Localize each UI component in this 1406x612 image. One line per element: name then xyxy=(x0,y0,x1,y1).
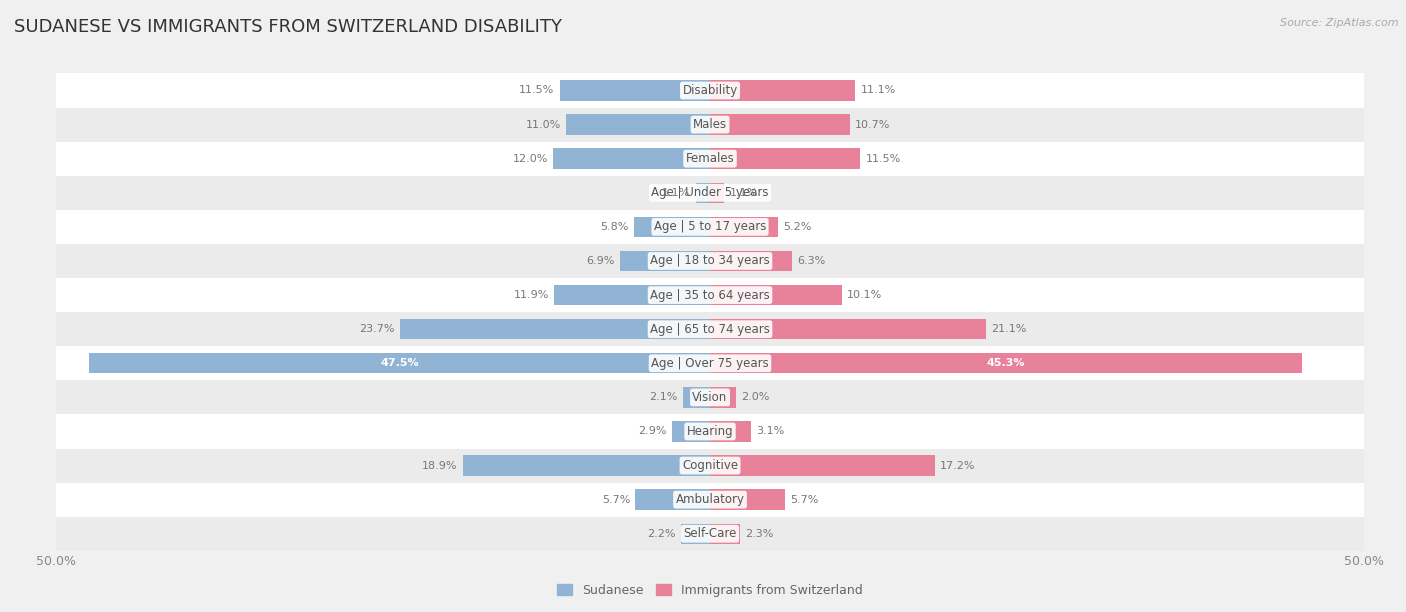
Text: Age | 18 to 34 years: Age | 18 to 34 years xyxy=(650,255,770,267)
Bar xyxy=(710,319,986,340)
Text: 17.2%: 17.2% xyxy=(941,461,976,471)
Text: 6.9%: 6.9% xyxy=(586,256,614,266)
Bar xyxy=(710,114,851,135)
Bar xyxy=(710,387,737,408)
Text: Age | Over 75 years: Age | Over 75 years xyxy=(651,357,769,370)
Text: 2.1%: 2.1% xyxy=(650,392,678,402)
Bar xyxy=(634,217,710,237)
Bar xyxy=(463,455,710,476)
Text: Age | 5 to 17 years: Age | 5 to 17 years xyxy=(654,220,766,233)
Text: Source: ZipAtlas.com: Source: ZipAtlas.com xyxy=(1281,18,1399,28)
Text: Age | 35 to 64 years: Age | 35 to 64 years xyxy=(650,289,770,302)
Bar xyxy=(56,244,1364,278)
Text: 45.3%: 45.3% xyxy=(987,358,1025,368)
Bar xyxy=(682,523,710,544)
Bar xyxy=(620,251,710,271)
Bar xyxy=(710,490,785,510)
Text: 12.0%: 12.0% xyxy=(513,154,548,163)
Bar xyxy=(710,217,778,237)
Bar xyxy=(56,278,1364,312)
Text: Disability: Disability xyxy=(682,84,738,97)
Text: 21.1%: 21.1% xyxy=(991,324,1026,334)
Text: 5.7%: 5.7% xyxy=(602,494,630,505)
Bar xyxy=(553,149,710,169)
Bar xyxy=(710,421,751,442)
Bar xyxy=(56,73,1364,108)
Text: Hearing: Hearing xyxy=(686,425,734,438)
Bar xyxy=(56,380,1364,414)
Bar xyxy=(672,421,710,442)
Bar xyxy=(56,141,1364,176)
Bar xyxy=(710,80,855,101)
Bar xyxy=(554,285,710,305)
Text: SUDANESE VS IMMIGRANTS FROM SWITZERLAND DISABILITY: SUDANESE VS IMMIGRANTS FROM SWITZERLAND … xyxy=(14,18,562,36)
Text: 1.1%: 1.1% xyxy=(662,188,690,198)
Bar xyxy=(567,114,710,135)
Bar xyxy=(710,182,724,203)
Bar xyxy=(560,80,710,101)
Text: 1.1%: 1.1% xyxy=(730,188,758,198)
Text: Age | Under 5 years: Age | Under 5 years xyxy=(651,186,769,200)
Text: 3.1%: 3.1% xyxy=(756,427,785,436)
Text: 10.1%: 10.1% xyxy=(848,290,883,300)
Text: 10.7%: 10.7% xyxy=(855,119,890,130)
Bar xyxy=(56,312,1364,346)
Bar xyxy=(56,449,1364,483)
Text: 18.9%: 18.9% xyxy=(422,461,458,471)
Text: Females: Females xyxy=(686,152,734,165)
Bar xyxy=(89,353,710,373)
Text: 47.5%: 47.5% xyxy=(380,358,419,368)
Bar xyxy=(710,149,860,169)
Bar xyxy=(56,108,1364,141)
Bar xyxy=(56,346,1364,380)
Text: 2.9%: 2.9% xyxy=(638,427,666,436)
Bar xyxy=(696,182,710,203)
Text: 11.1%: 11.1% xyxy=(860,86,896,95)
Text: Males: Males xyxy=(693,118,727,131)
Bar xyxy=(710,455,935,476)
Text: 5.8%: 5.8% xyxy=(600,222,628,232)
Text: 2.0%: 2.0% xyxy=(741,392,770,402)
Text: 2.2%: 2.2% xyxy=(648,529,676,539)
Bar xyxy=(710,251,793,271)
Text: 5.7%: 5.7% xyxy=(790,494,818,505)
Text: 5.2%: 5.2% xyxy=(783,222,811,232)
Text: Age | 65 to 74 years: Age | 65 to 74 years xyxy=(650,323,770,335)
Bar xyxy=(56,483,1364,517)
Text: 11.5%: 11.5% xyxy=(866,154,901,163)
Text: 11.5%: 11.5% xyxy=(519,86,554,95)
Legend: Sudanese, Immigrants from Switzerland: Sudanese, Immigrants from Switzerland xyxy=(553,579,868,602)
Text: Cognitive: Cognitive xyxy=(682,459,738,472)
Bar xyxy=(56,210,1364,244)
Text: 23.7%: 23.7% xyxy=(360,324,395,334)
Bar xyxy=(401,319,710,340)
Text: Vision: Vision xyxy=(692,391,728,404)
Bar xyxy=(710,523,740,544)
Bar xyxy=(710,285,842,305)
Bar xyxy=(56,176,1364,210)
Bar xyxy=(682,387,710,408)
Bar xyxy=(56,414,1364,449)
Text: 11.9%: 11.9% xyxy=(513,290,550,300)
Bar xyxy=(710,353,1302,373)
Text: 6.3%: 6.3% xyxy=(797,256,825,266)
Text: Self-Care: Self-Care xyxy=(683,528,737,540)
Text: 11.0%: 11.0% xyxy=(526,119,561,130)
Text: 2.3%: 2.3% xyxy=(745,529,773,539)
Bar xyxy=(636,490,710,510)
Text: Ambulatory: Ambulatory xyxy=(675,493,745,506)
Bar xyxy=(56,517,1364,551)
